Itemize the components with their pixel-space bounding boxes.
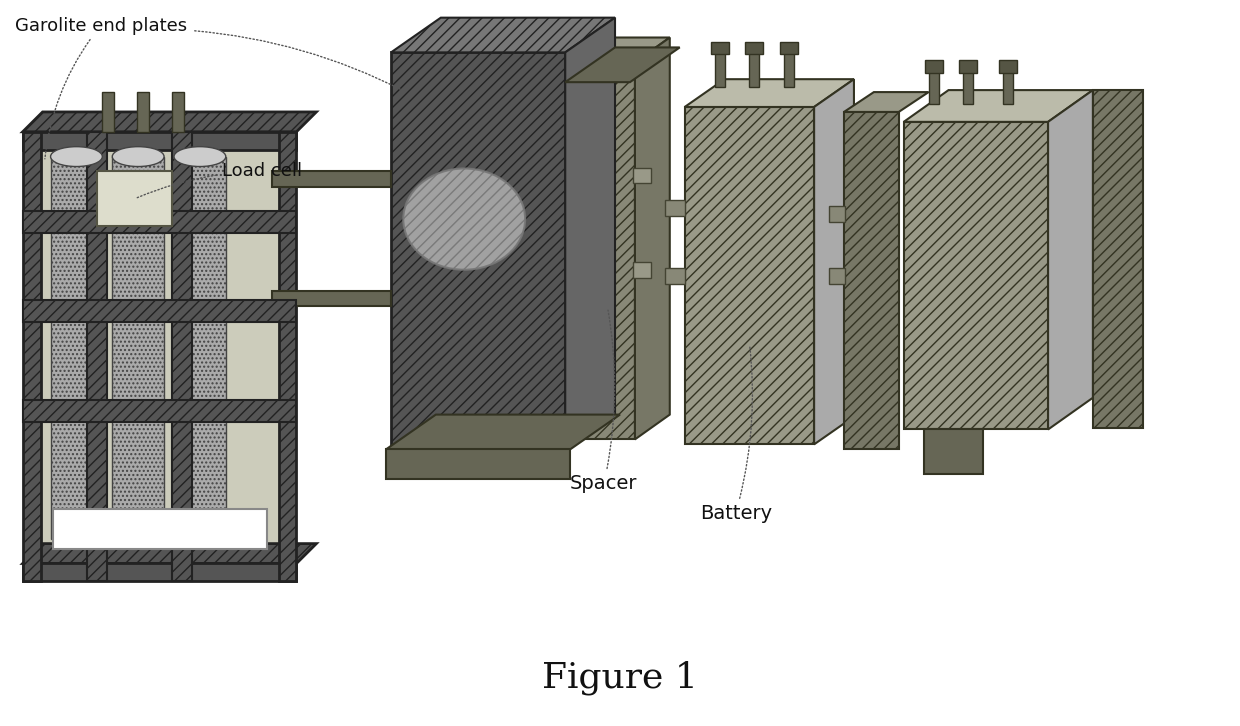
Bar [665,268,684,284]
Ellipse shape [174,147,226,166]
Polygon shape [22,544,316,563]
Text: Garolite end plates: Garolite end plates [15,17,187,159]
Polygon shape [635,38,670,439]
Bar [1003,73,1013,104]
Bar [386,449,570,479]
Bar [665,200,684,216]
Bar [87,132,108,582]
Polygon shape [684,79,854,107]
Text: Battery: Battery [699,346,771,523]
Bar [172,92,184,132]
Bar [272,290,391,306]
Bar [272,171,391,187]
Polygon shape [844,92,929,112]
Bar [1092,90,1142,428]
Ellipse shape [113,147,164,166]
Polygon shape [391,17,615,52]
Bar [924,430,983,474]
Bar [925,60,942,73]
Text: Load cell: Load cell [138,163,301,197]
Polygon shape [22,112,316,132]
Bar [391,52,565,449]
Bar [929,73,939,104]
Polygon shape [1048,90,1092,430]
Bar [22,563,296,582]
Bar [22,301,296,322]
Bar [41,150,279,555]
Bar [714,52,724,87]
Polygon shape [904,90,1092,122]
Bar [684,107,815,444]
Bar [22,400,296,422]
Bar [580,62,635,439]
Bar [174,157,226,539]
Bar [113,157,164,539]
Bar [138,92,149,132]
Ellipse shape [403,168,525,270]
Bar [904,122,1048,430]
Polygon shape [815,79,854,444]
Polygon shape [565,17,615,449]
Bar [98,171,172,226]
Text: Figure 1: Figure 1 [542,661,698,695]
Bar [745,43,764,54]
Polygon shape [386,415,620,449]
Bar [22,211,296,233]
Polygon shape [565,47,680,82]
Bar [711,43,729,54]
Polygon shape [580,38,670,62]
Bar [51,157,103,539]
Bar [103,92,114,132]
Ellipse shape [51,147,103,166]
Bar [830,206,844,222]
Bar [172,132,192,582]
Text: Spacer: Spacer [570,310,637,493]
Bar [999,60,1017,73]
Bar [963,73,973,104]
Bar [22,132,296,150]
Bar [780,43,799,54]
Bar [749,52,759,87]
Bar [52,509,267,549]
Polygon shape [22,132,41,582]
Bar [830,268,844,284]
Bar [632,262,651,277]
Bar [632,168,651,184]
Bar [784,52,794,87]
Bar [960,60,977,73]
Polygon shape [279,132,296,582]
Bar [844,112,899,449]
